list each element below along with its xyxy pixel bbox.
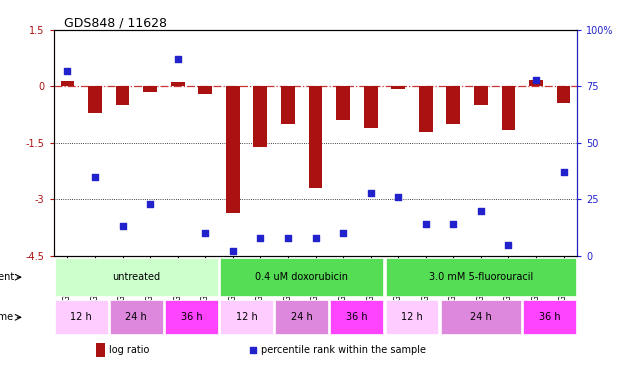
Text: untreated: untreated	[112, 272, 160, 282]
Point	[62, 68, 73, 74]
Point	[476, 208, 486, 214]
Text: 36 h: 36 h	[180, 312, 203, 322]
Text: 12 h: 12 h	[70, 312, 92, 322]
Bar	[115, 87, 129, 105]
Point	[145, 201, 155, 207]
Point	[448, 221, 458, 227]
Bar	[88, 87, 102, 113]
Bar	[502, 87, 516, 130]
Bar	[254, 87, 268, 147]
Bar	[529, 80, 543, 87]
Bar	[110, 300, 163, 334]
Text: time: time	[0, 312, 15, 322]
Bar	[143, 87, 157, 92]
Bar	[419, 87, 433, 132]
Bar	[220, 258, 383, 296]
Bar	[363, 87, 377, 128]
Point	[256, 235, 266, 241]
Bar	[391, 87, 405, 90]
Point	[504, 242, 514, 248]
Bar	[165, 300, 218, 334]
Point	[117, 224, 127, 230]
Bar	[557, 87, 570, 104]
Bar	[440, 300, 521, 334]
Bar	[474, 87, 488, 105]
Bar	[61, 81, 74, 87]
Text: 24 h: 24 h	[126, 312, 147, 322]
Point	[228, 248, 238, 254]
Bar	[386, 258, 576, 296]
Point	[173, 56, 183, 62]
Point	[200, 230, 210, 236]
Bar	[309, 87, 322, 188]
Point	[90, 174, 100, 180]
Point	[283, 235, 293, 241]
Bar	[55, 258, 218, 296]
Text: 3.0 mM 5-fluorouracil: 3.0 mM 5-fluorouracil	[428, 272, 533, 282]
Text: log ratio: log ratio	[109, 345, 149, 355]
Bar	[220, 300, 273, 334]
Point	[365, 190, 375, 196]
Text: 0.4 uM doxorubicin: 0.4 uM doxorubicin	[255, 272, 348, 282]
Bar	[95, 343, 105, 357]
Text: GDS848 / 11628: GDS848 / 11628	[64, 17, 167, 30]
Point	[338, 230, 348, 236]
Point	[310, 235, 321, 241]
Bar	[55, 300, 108, 334]
Bar	[386, 300, 439, 334]
Bar	[171, 82, 184, 87]
Bar	[523, 300, 576, 334]
Point	[421, 221, 431, 227]
Text: 24 h: 24 h	[291, 312, 312, 322]
Bar	[336, 87, 350, 120]
Text: 24 h: 24 h	[470, 312, 492, 322]
Bar	[281, 87, 295, 124]
Text: percentile rank within the sample: percentile rank within the sample	[261, 345, 425, 355]
Bar	[198, 87, 212, 94]
Point	[531, 76, 541, 82]
Point	[558, 169, 569, 175]
Bar	[447, 87, 460, 124]
Text: 36 h: 36 h	[539, 312, 560, 322]
Bar	[331, 300, 383, 334]
Bar	[275, 300, 328, 334]
Point	[393, 194, 403, 200]
Bar	[226, 87, 240, 213]
Text: 12 h: 12 h	[401, 312, 423, 322]
Text: 12 h: 12 h	[236, 312, 257, 322]
Text: 36 h: 36 h	[346, 312, 368, 322]
Text: agent: agent	[0, 272, 15, 282]
